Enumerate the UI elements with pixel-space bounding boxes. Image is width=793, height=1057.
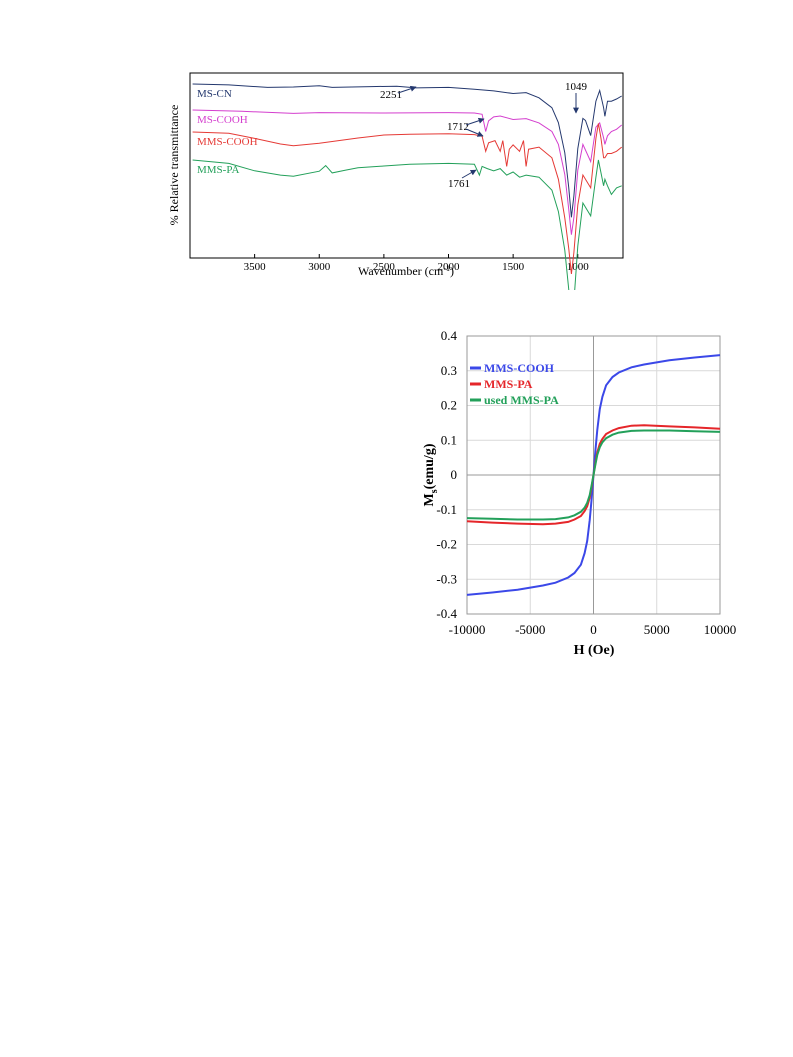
- mag-x-axis-label: H (Oe): [574, 643, 615, 658]
- ftir-series-labels: MS-CN MS-COOH MMS-COOH MMS-PA: [197, 88, 258, 176]
- ftir-x-axis: 3500 3000 2500 2000 1500 1000: [244, 254, 589, 273]
- mag-series-used-mms-pa: [466, 429, 721, 521]
- ftir-series-ms-cooh: [192, 109, 623, 235]
- mag-x-tick-label-3: 5000: [644, 622, 670, 637]
- ftir-chart: 3500 3000 2500 2000 1500 1000 MS-CNMS-COOHMMS…: [167, 72, 624, 290]
- ftir-label-mms-cooh: MMS-COOH: [197, 136, 258, 148]
- mag-y-tick-label-3: -0.1: [436, 502, 457, 517]
- mag-legend-label-mms-pa: MMS-PA: [484, 377, 533, 391]
- mag-x-tick-label-0: -10000: [449, 622, 486, 637]
- ftir-series-group: [192, 83, 623, 290]
- ftir-x-tick-label-3500: 3500: [244, 261, 267, 273]
- ftir-annotation-1712: 1712: [447, 121, 469, 133]
- mag-x-tick-label-2: 0: [590, 622, 597, 637]
- ftir-x-tick-label-2500: 2500: [373, 261, 396, 273]
- mag-axes: -0.4 -0.3 -0.2 -0.1 0 0.1 0.2 0.3 0.4 -10000 -5000…: [436, 328, 736, 637]
- mag-legend: MMS-COOH MMS-PA used MMS-PA: [470, 361, 559, 407]
- mag-y-tick-label-7: 0.3: [441, 363, 457, 378]
- mag-y-tick-label-5: 0.1: [441, 432, 457, 447]
- ftir-label-ms-cooh: MS-COOH: [197, 114, 248, 126]
- ftir-annotation-1761: 1761: [448, 178, 470, 190]
- mag-y-tick-label-0: -0.4: [436, 606, 457, 621]
- ftir-annotation-arrow-2251: [397, 85, 417, 94]
- ftir-annotation-arrow-1712: [465, 117, 485, 126]
- mag-y-tick-label-1: -0.3: [436, 571, 457, 586]
- ftir-x-tick-label-1500: 1500: [502, 261, 525, 273]
- mag-legend-label-used-mms-pa: used MMS-PA: [484, 393, 559, 407]
- ftir-annotations: 2251 1049 1712 1761: [380, 81, 588, 190]
- mag-series-group: [466, 354, 721, 596]
- ftir-x-tick-label-2000: 2000: [438, 261, 461, 273]
- ftir-plot-frame: [189, 72, 624, 259]
- ftir-annotation-2251: 2251: [380, 89, 402, 101]
- ftir-label-mms-pa: MMS-PA: [197, 164, 239, 176]
- mag-legend-label-mms-cooh: MMS-COOH: [484, 361, 555, 375]
- ftir-label-ms-cn: MS-CN: [197, 88, 232, 100]
- mag-x-tick-label-4: 10000: [704, 622, 737, 637]
- ftir-y-axis-label: % Relative transmittance: [167, 105, 181, 226]
- ftir-x-axis-label: Wavenumber (cm-1): [358, 264, 454, 278]
- ftir-series-mms-cooh: [192, 123, 623, 274]
- ftir-series-ms-cn: [192, 83, 622, 218]
- mag-y-tick-label-6: 0.2: [441, 398, 457, 413]
- ftir-x-tick-label-3000: 3000: [308, 261, 331, 273]
- mag-y-tick-label-4: 0: [451, 467, 458, 482]
- mag-x-tick-label-1: -5000: [515, 622, 545, 637]
- ftir-annotation-arrow-1761: [461, 169, 477, 179]
- mag-y-tick-label-8: 0.4: [441, 328, 458, 343]
- ftir-annotation-1049: 1049: [565, 81, 588, 93]
- mag-y-axis-label: Ms(emu/g): [422, 443, 440, 506]
- ftir-annotation-arrow-1712-b: [465, 128, 484, 137]
- mag-y-tick-label-2: -0.2: [436, 537, 457, 552]
- ftir-series-mms-pa: [192, 159, 622, 290]
